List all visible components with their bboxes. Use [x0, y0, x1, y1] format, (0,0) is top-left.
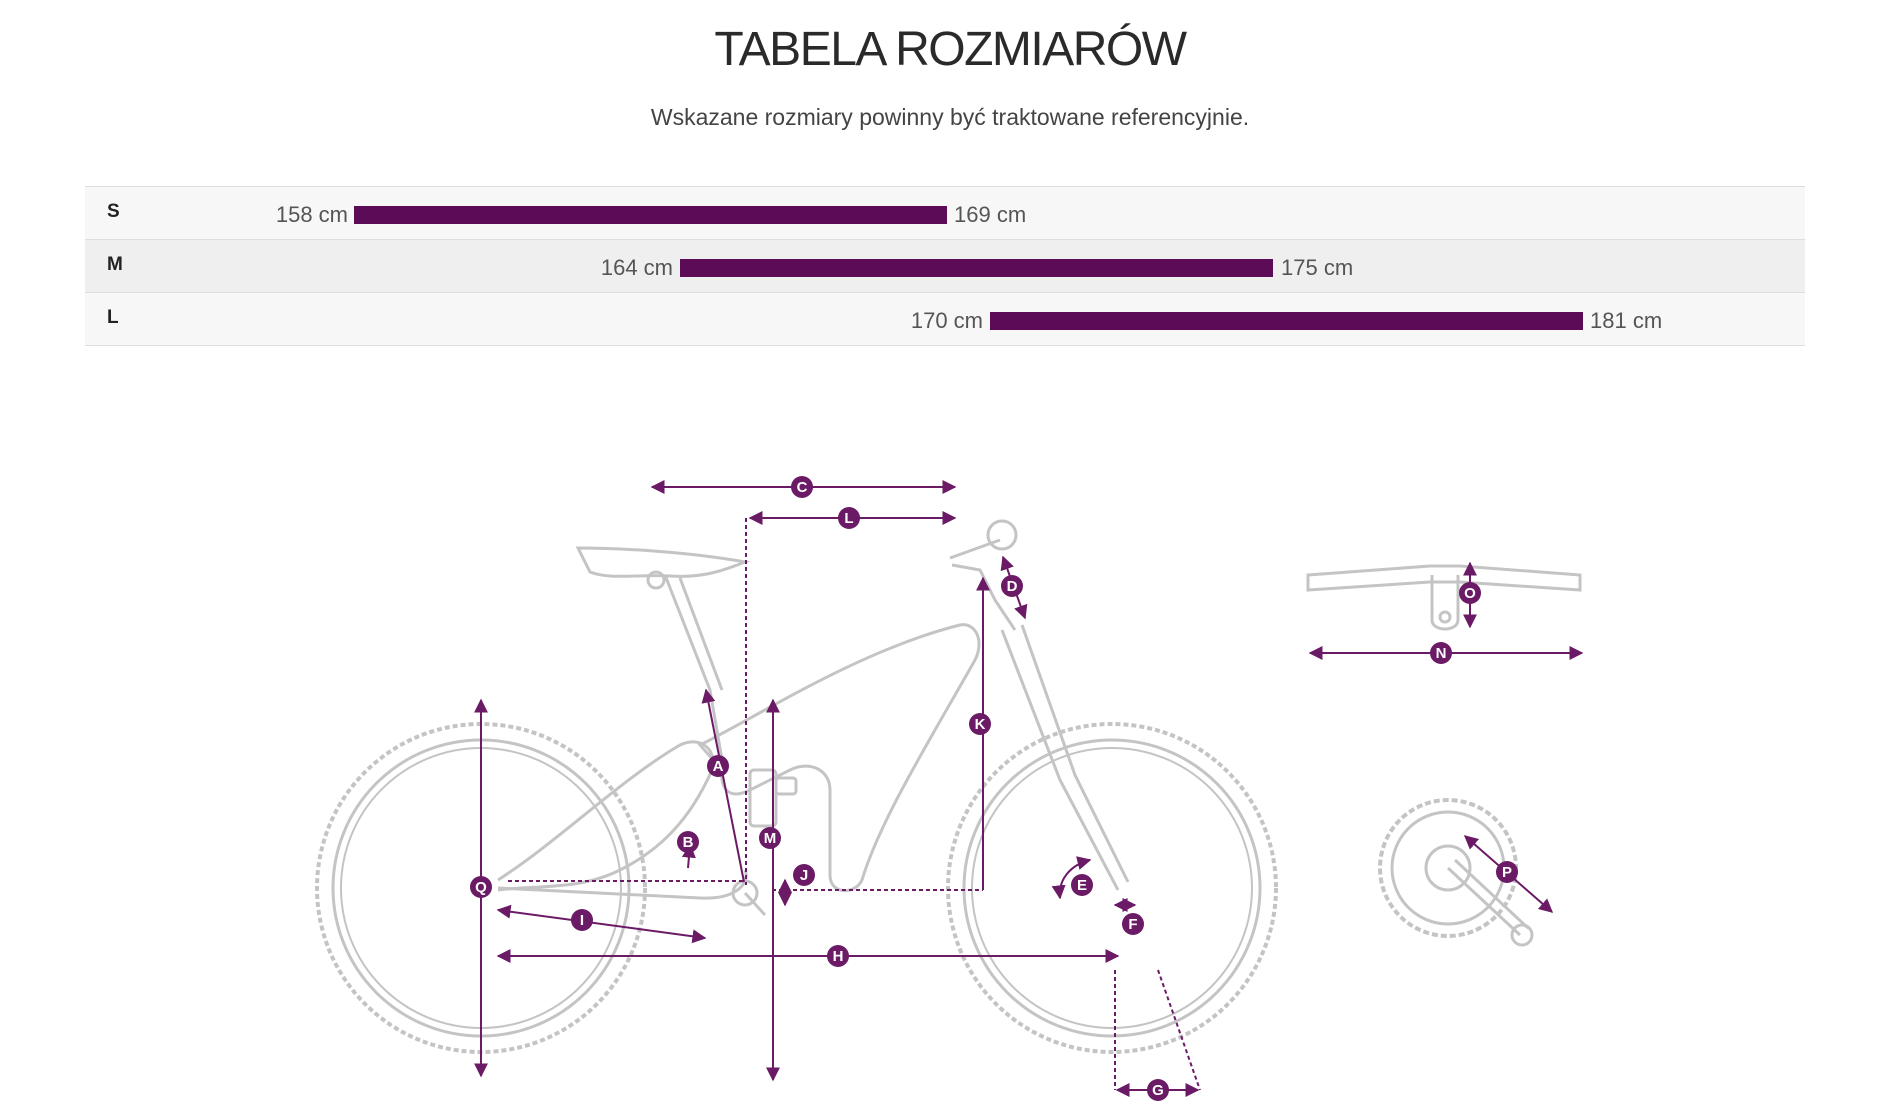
svg-text:G: G — [1152, 1082, 1164, 1099]
marker-c-icon: C — [791, 476, 813, 498]
front-wheel-icon — [946, 722, 1278, 1054]
marker-b-icon: B — [677, 831, 699, 853]
marker-l-icon: L — [838, 507, 860, 529]
size-label: M — [107, 254, 123, 275]
marker-a-icon: A — [707, 755, 729, 777]
svg-text:L: L — [844, 510, 853, 527]
svg-text:P: P — [1502, 864, 1512, 881]
marker-n-icon: N — [1430, 642, 1452, 664]
size-row-l: L 170 cm 181 cm — [85, 293, 1805, 346]
marker-q-icon: Q — [470, 876, 492, 898]
svg-text:Q: Q — [475, 879, 487, 896]
marker-k-icon: K — [969, 713, 991, 735]
marker-g-icon: G — [1147, 1079, 1169, 1101]
size-range-bar — [354, 206, 947, 224]
page-title: TABELA ROZMIARÓW — [714, 23, 1187, 76]
svg-text:D: D — [1007, 578, 1018, 595]
size-table: S 158 cm 169 cm M 164 cm 175 cm L 170 cm… — [85, 186, 1805, 346]
svg-text:H: H — [833, 948, 844, 965]
marker-o-icon: O — [1459, 582, 1481, 604]
marker-d-icon: D — [1001, 575, 1023, 597]
marker-m-icon: M — [759, 827, 781, 849]
size-range-bar — [990, 312, 1583, 330]
svg-text:B: B — [683, 834, 694, 851]
size-row-m: M 164 cm 175 cm — [85, 240, 1805, 293]
svg-text:N: N — [1436, 645, 1447, 662]
marker-p-icon: P — [1496, 861, 1518, 883]
marker-f-icon: F — [1122, 913, 1144, 935]
svg-text:E: E — [1077, 877, 1087, 894]
size-label: S — [107, 201, 120, 222]
size-range-bar — [680, 259, 1273, 277]
size-min: 164 cm — [600, 255, 673, 280]
handlebar-drawing — [1306, 564, 1582, 631]
svg-text:M: M — [764, 830, 777, 847]
svg-text:J: J — [800, 867, 808, 884]
marker-j-icon: J — [793, 864, 815, 886]
bike-geometry-diagram: C L D K A B M J Q I H E F G N O P — [0, 440, 1900, 1107]
svg-text:K: K — [975, 716, 986, 733]
size-label: L — [107, 307, 119, 328]
svg-text:C: C — [797, 479, 808, 496]
measurement-lines — [474, 480, 1584, 1097]
size-max: 169 cm — [954, 202, 1027, 227]
bike-frame-drawing — [315, 519, 1278, 1054]
size-max: 175 cm — [1281, 255, 1354, 280]
size-row-s: S 158 cm 169 cm — [85, 187, 1805, 240]
svg-text:F: F — [1128, 916, 1137, 933]
marker-e-icon: E — [1071, 874, 1093, 896]
svg-text:I: I — [580, 912, 584, 929]
svg-text:A: A — [713, 758, 724, 775]
page-subtitle: Wskazane rozmiary powinny być traktowane… — [650, 104, 1250, 130]
marker-h-icon: H — [827, 945, 849, 967]
svg-text:O: O — [1464, 585, 1476, 602]
size-min: 170 cm — [910, 308, 983, 333]
marker-i-icon: I — [571, 909, 593, 931]
size-min: 158 cm — [275, 202, 348, 227]
size-max: 181 cm — [1590, 308, 1663, 333]
